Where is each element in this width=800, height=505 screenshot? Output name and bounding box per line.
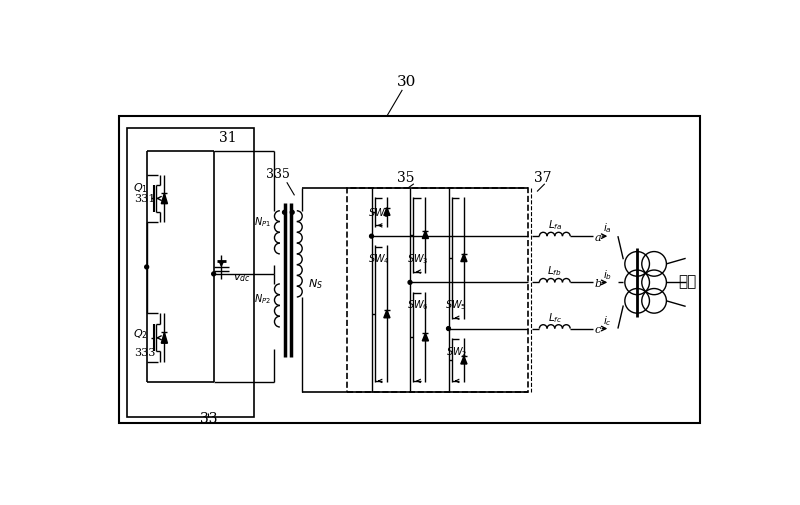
Text: $i_b$: $i_b$ <box>602 268 612 282</box>
Text: 31: 31 <box>218 131 236 144</box>
Text: $N_{P1}$: $N_{P1}$ <box>254 216 271 229</box>
Text: $i_c$: $i_c$ <box>602 314 611 328</box>
Polygon shape <box>461 357 467 364</box>
Text: $SW_2$: $SW_2$ <box>446 345 467 359</box>
Polygon shape <box>422 231 429 238</box>
Text: a: a <box>594 233 602 243</box>
Circle shape <box>446 327 450 330</box>
Text: $SW_1$: $SW_1$ <box>369 206 390 220</box>
Bar <box>119 116 700 423</box>
Polygon shape <box>384 310 390 318</box>
Text: 35: 35 <box>398 171 415 185</box>
Circle shape <box>290 211 294 214</box>
Text: $Q_2$: $Q_2$ <box>133 327 148 341</box>
Text: 30: 30 <box>397 75 416 89</box>
Text: $SW_3$: $SW_3$ <box>407 252 429 266</box>
Bar <box>347 188 528 392</box>
Text: $SW_6$: $SW_6$ <box>407 298 429 313</box>
Polygon shape <box>422 333 429 341</box>
Text: b: b <box>594 279 602 289</box>
Polygon shape <box>162 193 167 204</box>
Text: $i_a$: $i_a$ <box>602 222 611 235</box>
Text: 33: 33 <box>199 412 217 426</box>
Text: $L_{fa}$: $L_{fa}$ <box>548 219 562 232</box>
Polygon shape <box>384 208 390 215</box>
Bar <box>126 128 254 417</box>
Text: 333: 333 <box>134 348 155 358</box>
Circle shape <box>145 265 149 269</box>
Text: $SW_4$: $SW_4$ <box>368 252 390 266</box>
Circle shape <box>408 280 412 284</box>
Text: $Q_1$: $Q_1$ <box>133 181 148 194</box>
Text: 电网: 电网 <box>678 275 696 289</box>
Circle shape <box>370 234 374 238</box>
Text: 37: 37 <box>534 171 551 185</box>
Text: 331: 331 <box>134 194 155 204</box>
Polygon shape <box>461 254 467 262</box>
Text: $L_{fb}$: $L_{fb}$ <box>547 265 562 278</box>
Text: $v_{dc}$: $v_{dc}$ <box>233 272 250 284</box>
Polygon shape <box>162 332 167 343</box>
Circle shape <box>282 211 286 214</box>
Circle shape <box>212 272 215 276</box>
Text: $SW_5$: $SW_5$ <box>446 298 467 313</box>
Text: $N_S$: $N_S$ <box>308 277 323 291</box>
Text: $N_{P2}$: $N_{P2}$ <box>254 292 271 306</box>
Text: $L_{fc}$: $L_{fc}$ <box>548 311 562 325</box>
Text: 335: 335 <box>266 168 290 181</box>
Text: c: c <box>594 325 601 335</box>
